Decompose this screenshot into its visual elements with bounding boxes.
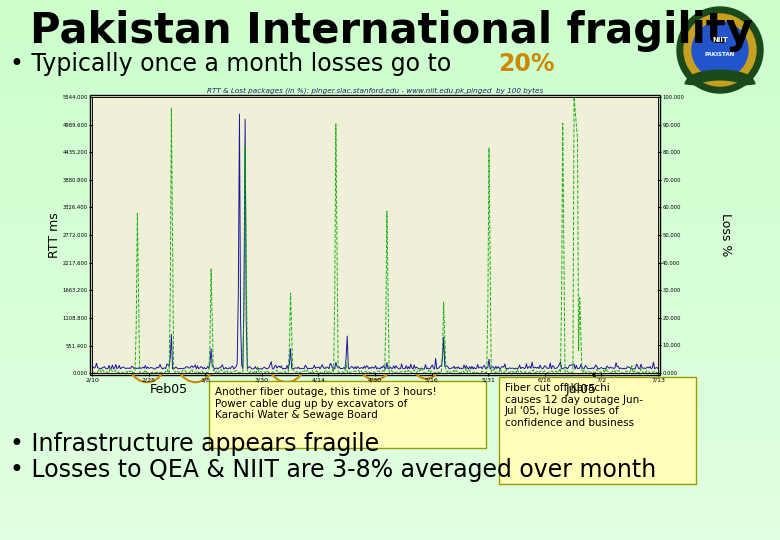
- FancyBboxPatch shape: [499, 377, 696, 484]
- Bar: [0, 432, 780, 441]
- Bar: [0, 144, 780, 153]
- Text: Another fiber outage, this time of 3 hours!
Power cable dug up by excavators of
: Another fiber outage, this time of 3 hou…: [215, 387, 437, 420]
- Circle shape: [692, 22, 748, 78]
- Text: Jul05: Jul05: [566, 383, 596, 396]
- Bar: [0, 486, 780, 495]
- Bar: [0, 72, 780, 81]
- Bar: [0, 243, 780, 252]
- Bar: [0, 261, 780, 270]
- Bar: [0, 531, 780, 540]
- Bar: [0, 126, 780, 135]
- Bar: [0, 216, 780, 225]
- Bar: [0, 81, 780, 90]
- Bar: [0, 0, 780, 9]
- FancyBboxPatch shape: [209, 381, 486, 448]
- Bar: [0, 99, 780, 108]
- Bar: [0, 198, 780, 207]
- Bar: [0, 360, 780, 369]
- Bar: [0, 9, 780, 18]
- Bar: [0, 306, 780, 315]
- Bar: [0, 135, 780, 144]
- Bar: [0, 18, 780, 27]
- Bar: [0, 405, 780, 414]
- Text: PAKISTAN: PAKISTAN: [705, 52, 735, 57]
- Bar: [0, 423, 780, 432]
- Bar: [0, 459, 780, 468]
- Bar: [0, 333, 780, 342]
- Bar: [0, 225, 780, 234]
- Bar: [0, 342, 780, 351]
- Bar: [0, 36, 780, 45]
- Bar: [0, 162, 780, 171]
- Bar: [0, 45, 780, 54]
- Text: Pakistan International fragility: Pakistan International fragility: [30, 10, 753, 52]
- Bar: [0, 297, 780, 306]
- Bar: [0, 189, 780, 198]
- Bar: [0, 441, 780, 450]
- Bar: [0, 522, 780, 531]
- Bar: [0, 207, 780, 216]
- Bar: [0, 153, 780, 162]
- Bar: [0, 369, 780, 378]
- Bar: [0, 90, 780, 99]
- Bar: [0, 396, 780, 405]
- Bar: [0, 171, 780, 180]
- Bar: [0, 180, 780, 189]
- Bar: [0, 270, 780, 279]
- Bar: [0, 324, 780, 333]
- Bar: [0, 378, 780, 387]
- Bar: [0, 495, 780, 504]
- Text: 20%: 20%: [498, 52, 555, 76]
- Bar: [0, 351, 780, 360]
- Bar: [90, 95, 660, 375]
- Bar: [0, 504, 780, 513]
- Bar: [0, 315, 780, 324]
- Bar: [0, 117, 780, 126]
- Bar: [0, 279, 780, 288]
- Bar: [0, 27, 780, 36]
- Text: RTT & Lost packages (in %): pinger.slac.stanford.edu - www.niit.edu.pk,pinged  b: RTT & Lost packages (in %): pinger.slac.…: [207, 87, 543, 94]
- Bar: [0, 252, 780, 261]
- Text: Fiber cut off Karachi
causes 12 day outage Jun-
Jul '05, Huge losses of
confiden: Fiber cut off Karachi causes 12 day outa…: [505, 383, 643, 428]
- Circle shape: [684, 14, 756, 86]
- Bar: [0, 468, 780, 477]
- Bar: [0, 513, 780, 522]
- Bar: [0, 387, 780, 396]
- Bar: [0, 108, 780, 117]
- Bar: [0, 450, 780, 459]
- Text: • Losses to QEA & NIIT are 3-8% averaged over month: • Losses to QEA & NIIT are 3-8% averaged…: [10, 458, 656, 482]
- Bar: [0, 54, 780, 63]
- Text: • Typically once a month losses go to: • Typically once a month losses go to: [10, 52, 459, 76]
- Bar: [0, 288, 780, 297]
- Text: • Infrastructure appears fragile: • Infrastructure appears fragile: [10, 432, 379, 456]
- Text: Loss %: Loss %: [718, 213, 732, 256]
- Bar: [0, 63, 780, 72]
- Bar: [0, 477, 780, 486]
- Text: RTT ms: RTT ms: [48, 212, 62, 258]
- Text: Feb05: Feb05: [150, 383, 188, 396]
- Bar: [0, 414, 780, 423]
- Text: NIIT: NIIT: [712, 37, 728, 43]
- Bar: [0, 234, 780, 243]
- Circle shape: [677, 7, 763, 93]
